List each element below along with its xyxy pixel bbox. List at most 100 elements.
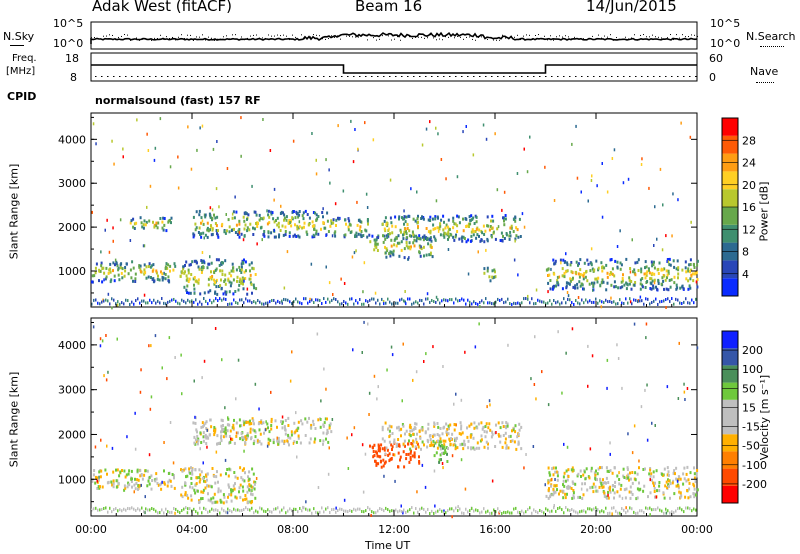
velocity-echo-cell: [328, 426, 331, 430]
velocity-echo-cell: [631, 481, 634, 485]
velocity-colorbar-segment: [722, 365, 738, 383]
velocity-echo-cell: [449, 439, 451, 443]
nsearch-noise-dot: [355, 36, 356, 38]
velocity-near-range-cell: [237, 508, 239, 512]
power-scatter-cell: [143, 293, 146, 297]
power-scatter-cell: [334, 202, 337, 206]
power-echo-cell: [688, 263, 691, 267]
power-echo-cell: [159, 217, 162, 220]
nsearch-noise-dot: [607, 36, 608, 38]
power-echo-cell: [685, 270, 688, 274]
power-scatter-cell: [351, 255, 354, 259]
power-near-range-cell: [495, 300, 497, 304]
power-echo-cell: [254, 273, 257, 276]
power-near-range-cell: [681, 301, 683, 305]
power-scatter-cell: [154, 146, 157, 150]
velocity-ytick-label: 3000: [58, 384, 86, 397]
power-echo-cell: [345, 222, 347, 226]
power-near-range-cell: [461, 297, 463, 301]
velocity-echo-cell: [652, 475, 655, 479]
power-echo-cell: [421, 235, 424, 239]
power-echo-cell: [652, 284, 655, 288]
velocity-echo-cell: [622, 474, 625, 478]
velocity-echo-cell: [203, 423, 206, 427]
power-echo-cell: [646, 280, 649, 283]
nave-dot: [437, 76, 439, 77]
velocity-echo-cell: [225, 434, 228, 438]
velocity-echo-cell: [268, 430, 271, 434]
velocity-echo-cell: [616, 474, 619, 478]
power-scatter-cell: [273, 198, 275, 202]
power-echo-cell: [474, 230, 477, 233]
power-near-range-cell: [117, 300, 119, 304]
power-near-range-cell: [323, 297, 325, 301]
nave-dot: [455, 76, 457, 77]
velocity-echo-cell: [207, 484, 210, 488]
velocity-echo-cell: [200, 497, 202, 501]
power-echo-cell: [429, 251, 432, 255]
velocity-echo-cell: [597, 467, 600, 471]
nave-dot: [257, 76, 259, 77]
power-echo-cell: [655, 285, 657, 289]
power-near-range-cell: [601, 300, 603, 304]
velocity-scatter-cell: [478, 322, 480, 326]
velocity-echo-cell: [636, 487, 639, 491]
velocity-near-range-cell: [351, 509, 353, 513]
nave-dot: [347, 76, 349, 77]
power-echo-cell: [206, 266, 209, 270]
power-echo-cell: [429, 236, 432, 240]
nsearch-noise-dot: [238, 39, 239, 41]
velocity-near-range-cell: [293, 507, 295, 511]
velocity-echo-cell: [483, 445, 486, 449]
power-echo-cell: [347, 225, 350, 229]
velocity-echo-cell: [688, 487, 691, 491]
power-scatter-cell: [201, 219, 204, 223]
nsearch-noise-dot: [439, 38, 440, 40]
velocity-echo-cell: [591, 485, 594, 489]
velocity-echo-cell: [441, 432, 444, 436]
velocity-near-range-cell: [213, 508, 215, 512]
velocity-scatter-cell: [243, 449, 245, 453]
power-near-range-cell: [583, 301, 585, 305]
power-echo-cell: [632, 270, 634, 274]
power-near-range-cell: [327, 297, 329, 301]
nave-dot: [425, 76, 427, 77]
power-near-range-cell: [213, 299, 215, 303]
velocity-scatter-cell: [455, 392, 457, 396]
velocity-echo-cell: [434, 441, 437, 445]
power-scatter-cell: [153, 158, 156, 162]
power-scatter-cell: [356, 200, 358, 204]
velocity-echo-cell: [634, 478, 637, 482]
power-echo-cell: [576, 282, 579, 286]
nave-dot: [431, 76, 433, 77]
velocity-echo-cell: [234, 482, 236, 486]
velocity-echo-cell: [677, 475, 680, 479]
power-echo-cell: [565, 284, 568, 288]
velocity-xtick-label: 12:00: [378, 523, 410, 536]
velocity-near-range-cell: [665, 507, 667, 511]
power-echo-cell: [668, 257, 671, 261]
power-scatter-cell: [325, 158, 327, 162]
velocity-scatter-cell: [186, 511, 189, 515]
power-scatter-cell: [286, 250, 289, 254]
power-scatter-cell: [315, 158, 317, 162]
velocity-scatter-cell: [180, 353, 182, 357]
power-echo-cell: [472, 233, 475, 237]
velocity-echo-cell: [97, 478, 100, 482]
power-echo-cell: [181, 270, 184, 274]
power-near-range-cell: [297, 300, 299, 304]
power-echo-cell: [249, 281, 252, 285]
velocity-scatter-cell: [105, 334, 107, 337]
power-echo-cell: [650, 277, 653, 281]
velocity-scatter-cell: [423, 360, 425, 363]
velocity-near-range-cell: [169, 510, 171, 514]
power-echo-cell: [486, 266, 489, 270]
velocity-scatter-cell: [194, 415, 196, 419]
power-near-range-cell: [269, 300, 271, 304]
power-near-range-cell: [687, 301, 689, 305]
power-scatter-cell: [416, 190, 418, 194]
velocity-echo-cell: [442, 452, 445, 455]
power-echo-cell: [223, 230, 226, 234]
velocity-echo-cell: [693, 476, 696, 480]
power-echo-cell: [209, 289, 212, 293]
